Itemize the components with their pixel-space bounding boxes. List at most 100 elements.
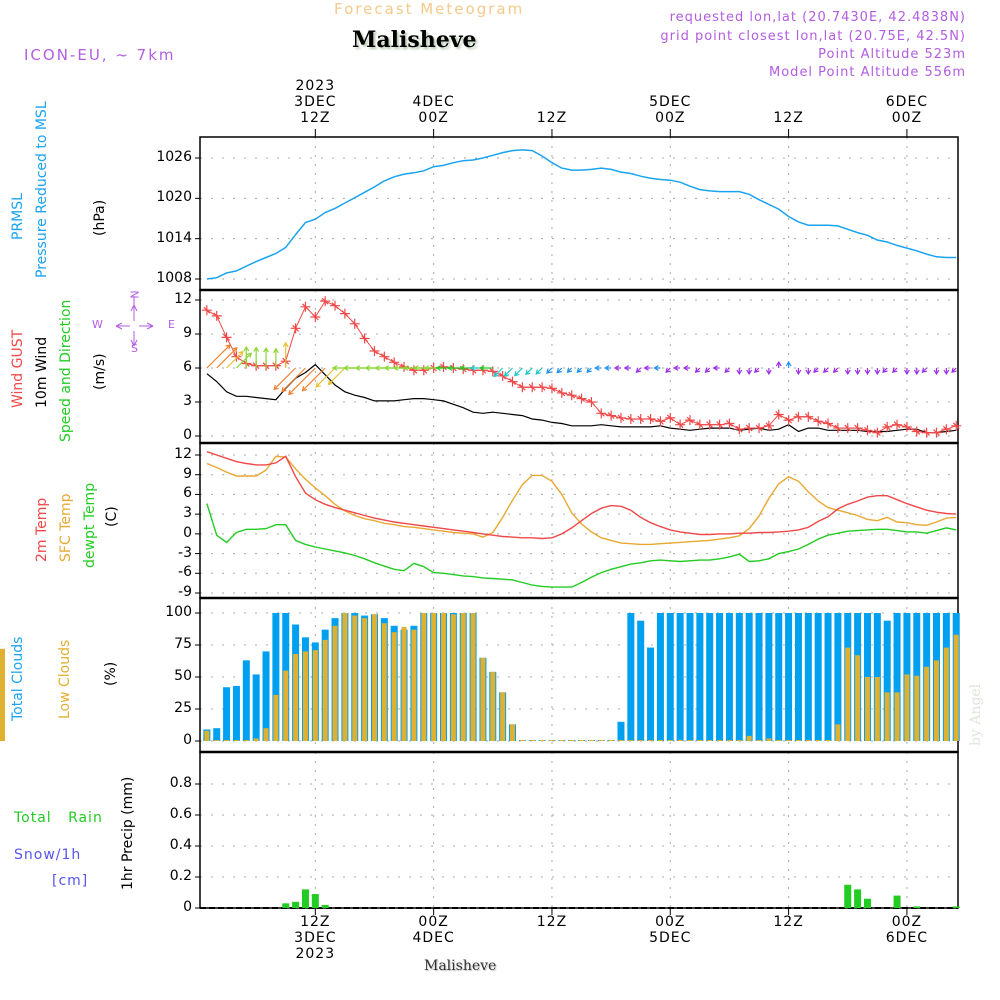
gust-marker <box>556 387 567 398</box>
gust-marker <box>231 351 242 362</box>
gust-marker <box>635 414 646 424</box>
total-cloud-bar <box>637 620 645 741</box>
low-cloud-bar <box>559 740 565 741</box>
low-cloud-bar <box>431 613 437 741</box>
rain-bar <box>282 903 290 908</box>
wind-arrow <box>263 347 269 368</box>
low-cloud-bar <box>608 740 614 741</box>
total-cloud-bar <box>785 613 793 741</box>
low-cloud-bar <box>411 629 417 741</box>
y-tick-label: 0.6 <box>169 806 192 822</box>
time-label-line: 6DEC <box>885 930 929 946</box>
gust-marker <box>862 425 873 436</box>
gust-marker <box>527 382 538 393</box>
time-label-line: 2023 <box>295 946 336 962</box>
compass-e: E <box>168 318 175 331</box>
total-cloud-bar <box>765 613 773 741</box>
snow-label: Snow/1h <box>14 847 82 863</box>
low-cloud-bar <box>667 740 673 741</box>
grid-point-coords: grid point closest lon,lat (20.75E, 42.5… <box>660 29 966 44</box>
y-tick-label: 0 <box>183 427 192 443</box>
time-label: 00Z 5DEC <box>630 914 710 962</box>
gust-marker <box>754 423 765 434</box>
total-cloud-bar <box>666 613 674 741</box>
time-label-line: 4DEC <box>412 930 455 946</box>
gust-marker <box>813 416 824 427</box>
wind-arrow <box>805 368 812 376</box>
low-cloud-bar <box>569 740 575 741</box>
wind-arrow <box>746 368 753 376</box>
gust-marker <box>921 427 932 438</box>
wind-arrow <box>226 350 244 369</box>
panel-4 <box>195 597 959 753</box>
low-cloud-bar <box>894 692 900 741</box>
gust-marker <box>359 333 370 344</box>
total-cloud-bar <box>696 613 704 741</box>
total-cloud-bar <box>617 721 625 741</box>
gust-marker <box>832 423 843 434</box>
gust-marker <box>803 411 814 422</box>
total-cloud-bar <box>824 613 832 741</box>
wind-arrow <box>513 367 523 377</box>
low-cloud-bar <box>825 740 831 741</box>
time-label-line: 12Z <box>300 914 331 930</box>
y-tick-label: 6 <box>183 485 192 502</box>
panel-1 <box>195 136 959 291</box>
time-label: 12Z <box>749 914 829 962</box>
gust-line <box>206 300 957 434</box>
rain-bar <box>292 901 300 908</box>
wind-arrow <box>586 367 592 374</box>
tsfc-line <box>206 455 957 546</box>
total-cloud-bar <box>745 613 753 741</box>
time-label-line: 00Z <box>891 110 923 126</box>
gust-marker <box>931 427 942 438</box>
low-cloud-bar <box>598 740 604 741</box>
wind-arrow <box>216 347 238 369</box>
wind-arrow <box>882 367 888 374</box>
wind-arrow <box>921 367 928 374</box>
panel-3 <box>195 442 959 599</box>
time-label-line: 00Z <box>655 110 686 126</box>
time-label-line: 4DEC <box>412 94 455 110</box>
wind-arrow <box>556 367 563 374</box>
low-cloud-bar <box>243 740 249 741</box>
wind-arrow <box>933 368 940 376</box>
low-cloud-bar <box>273 694 279 741</box>
low-cloud-bar <box>283 670 289 741</box>
y-tick-label: 6 <box>183 359 192 375</box>
total-cloud-bar <box>735 613 743 741</box>
time-label-line: 12Z <box>300 110 331 126</box>
gust-marker <box>389 357 400 368</box>
y-tick-label: 0.2 <box>169 868 192 884</box>
low-cloud-bar <box>480 657 486 741</box>
low-cloud-bar <box>470 613 476 741</box>
total-cloud-bar <box>627 613 635 741</box>
low-cloud-bar <box>924 666 930 741</box>
total-cloud-bar <box>262 651 270 741</box>
y-tick-label: 9 <box>183 465 192 482</box>
gust-marker <box>694 419 705 430</box>
low-cloud-bar <box>293 653 299 741</box>
gust-marker <box>704 419 715 430</box>
y-tick-label: 12 <box>174 446 192 462</box>
low-cloud-bar <box>490 671 496 741</box>
gust-marker <box>665 412 676 423</box>
wind-arrow <box>913 368 920 376</box>
low-cloud-bar <box>519 740 525 741</box>
gust-marker <box>901 421 912 432</box>
wind-arrow <box>864 368 871 376</box>
footer-location: Malisheve <box>424 958 497 974</box>
low-cloud-bar <box>914 675 920 741</box>
wind-arrow <box>206 344 231 369</box>
rain-bar <box>863 898 871 908</box>
time-label-line: 3DEC <box>294 930 337 946</box>
wind-arrow <box>892 367 898 374</box>
wind-arrow <box>253 346 260 368</box>
time-label-line: 3DEC <box>294 94 337 110</box>
gust-marker <box>744 423 755 434</box>
low-cloud-bar <box>884 692 890 741</box>
total-cloud-bar <box>883 620 891 741</box>
rain-bar <box>301 889 309 908</box>
gust-marker <box>911 426 922 437</box>
gust-marker <box>546 383 557 394</box>
